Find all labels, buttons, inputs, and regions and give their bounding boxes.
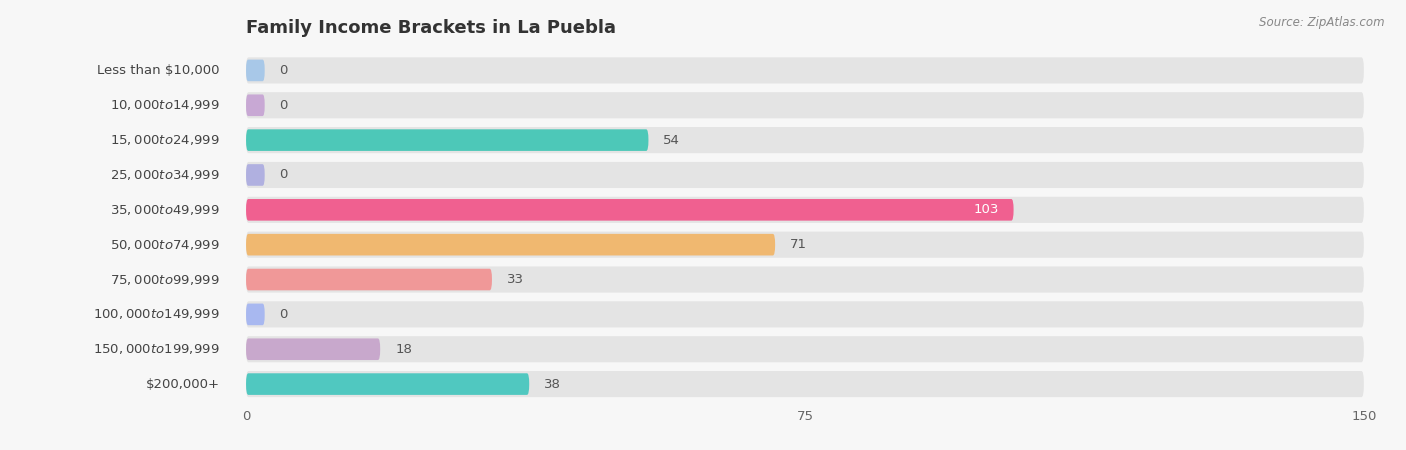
Text: $200,000+: $200,000+ [146, 378, 219, 391]
FancyBboxPatch shape [246, 266, 1364, 292]
Text: 0: 0 [280, 99, 288, 112]
FancyBboxPatch shape [246, 197, 1364, 223]
Text: 71: 71 [790, 238, 807, 251]
Text: $100,000 to $149,999: $100,000 to $149,999 [93, 307, 219, 321]
FancyBboxPatch shape [246, 304, 264, 325]
FancyBboxPatch shape [246, 232, 1364, 258]
Text: 103: 103 [973, 203, 998, 216]
FancyBboxPatch shape [246, 269, 492, 290]
Text: 38: 38 [544, 378, 561, 391]
Text: $50,000 to $74,999: $50,000 to $74,999 [110, 238, 219, 252]
FancyBboxPatch shape [246, 164, 264, 186]
Text: 0: 0 [280, 308, 288, 321]
Text: 18: 18 [395, 343, 412, 356]
FancyBboxPatch shape [246, 127, 1364, 153]
Text: Less than $10,000: Less than $10,000 [97, 64, 219, 77]
FancyBboxPatch shape [246, 234, 775, 256]
FancyBboxPatch shape [246, 374, 529, 395]
FancyBboxPatch shape [246, 336, 1364, 362]
Text: Family Income Brackets in La Puebla: Family Income Brackets in La Puebla [246, 19, 616, 37]
FancyBboxPatch shape [246, 94, 264, 116]
FancyBboxPatch shape [246, 371, 1364, 397]
FancyBboxPatch shape [246, 92, 1364, 118]
Text: 54: 54 [664, 134, 681, 147]
FancyBboxPatch shape [246, 129, 648, 151]
Text: $75,000 to $99,999: $75,000 to $99,999 [110, 273, 219, 287]
Text: $10,000 to $14,999: $10,000 to $14,999 [110, 98, 219, 112]
Text: 0: 0 [280, 64, 288, 77]
Text: $150,000 to $199,999: $150,000 to $199,999 [93, 342, 219, 356]
Text: $25,000 to $34,999: $25,000 to $34,999 [110, 168, 219, 182]
FancyBboxPatch shape [246, 199, 1014, 220]
FancyBboxPatch shape [246, 59, 264, 81]
FancyBboxPatch shape [246, 338, 380, 360]
Text: 33: 33 [506, 273, 524, 286]
FancyBboxPatch shape [246, 162, 1364, 188]
FancyBboxPatch shape [246, 57, 1364, 84]
Text: $35,000 to $49,999: $35,000 to $49,999 [110, 203, 219, 217]
FancyBboxPatch shape [246, 302, 1364, 328]
Text: Source: ZipAtlas.com: Source: ZipAtlas.com [1260, 16, 1385, 29]
Text: 0: 0 [280, 168, 288, 181]
Text: $15,000 to $24,999: $15,000 to $24,999 [110, 133, 219, 147]
